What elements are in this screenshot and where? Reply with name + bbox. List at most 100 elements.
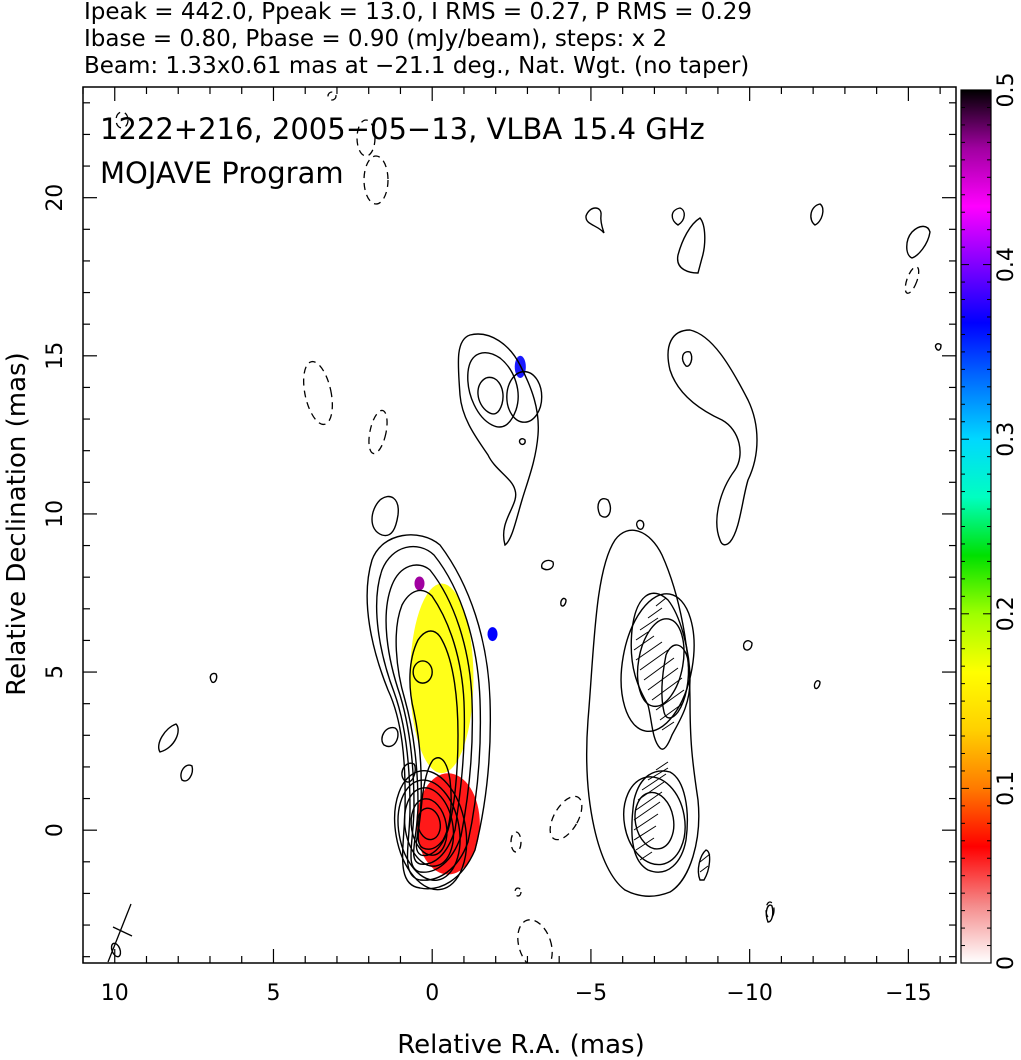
jet-contour — [457, 333, 540, 547]
x-tick-label: −15 — [885, 981, 931, 1006]
x-tick-label: 0 — [425, 981, 439, 1006]
pol-contour — [810, 203, 824, 226]
colorbar-tick-label: 0.5 — [994, 73, 1019, 108]
pol-contour — [635, 519, 645, 530]
cloud-contour — [371, 495, 399, 537]
pol-contour — [906, 225, 931, 259]
program-annotation: MOJAVE Program — [100, 156, 344, 190]
pol-contour — [585, 207, 605, 234]
negative-contour — [368, 409, 388, 455]
colorbar-tick-label: 0.4 — [994, 247, 1019, 282]
stokes-i-contour — [401, 762, 416, 783]
pol-contour — [586, 529, 700, 897]
negative-contour — [765, 901, 775, 919]
jet-contour — [467, 352, 519, 428]
pol-contour — [934, 343, 942, 351]
pol-contour — [765, 904, 774, 923]
beam-symbol — [107, 903, 133, 963]
plot-frame — [82, 86, 957, 964]
beam-minor-axis — [112, 926, 133, 937]
pol-contour — [636, 618, 685, 708]
jet-contour — [477, 376, 504, 415]
x-tick-label: −10 — [726, 981, 772, 1006]
pol-contour — [676, 217, 706, 274]
colorbar-tick-label: 0.1 — [994, 771, 1019, 806]
pol-contour — [158, 723, 179, 753]
pol-contour — [623, 776, 686, 866]
colorbar-tick-label: 0.3 — [994, 422, 1019, 457]
colorbar-tick-label: 0.2 — [994, 596, 1019, 631]
source-annotation: 1222+216, 2005−05−13, VLBA 15.4 GHz — [100, 112, 705, 146]
pol-contour — [620, 593, 695, 733]
stokes-i-contour — [403, 787, 455, 867]
negative-contour — [327, 91, 337, 101]
pol-contour — [742, 640, 753, 651]
pol-contour — [209, 672, 218, 684]
stokes-i-contour — [397, 779, 461, 881]
hatch-lines — [699, 853, 711, 873]
pol-contour — [667, 329, 758, 546]
negative-contour — [115, 111, 129, 129]
y-tick-label: 10 — [43, 500, 68, 528]
x-tick-label: 5 — [266, 981, 280, 1006]
negative-contour — [549, 795, 583, 841]
stokes-i-contour — [393, 769, 468, 891]
header-line-3: Beam: 1.33x0.61 mas at −21.1 deg., Nat. … — [84, 53, 749, 79]
jet-contour — [518, 438, 526, 446]
axis-ticks — [82, 87, 956, 963]
polarization-spot — [414, 576, 425, 591]
pol-contour — [813, 680, 821, 690]
x-axis-label: Relative R.A. (mas) — [397, 1030, 644, 1060]
stokes-i-contour — [417, 807, 442, 841]
cloud-contour — [541, 559, 555, 571]
negative-contours — [115, 91, 920, 963]
x-tick-labels: 10 5 0 −5 −10 −15 — [101, 981, 932, 1006]
pol-contour — [671, 207, 685, 226]
negative-contour — [510, 831, 522, 853]
pol-contour — [180, 764, 194, 782]
pol-contour — [681, 351, 693, 367]
pol-contour — [630, 592, 691, 750]
y-tick-label: 5 — [43, 665, 68, 679]
hatch-lines — [633, 761, 669, 861]
negative-contour — [302, 360, 334, 426]
stokes-i-contour — [412, 660, 433, 684]
header-line-1: Ipeak = 442.0, Ppeak = 13.0, I RMS = 0.2… — [84, 0, 752, 25]
x-tick-label: −5 — [575, 981, 607, 1006]
pol-contour — [597, 498, 612, 518]
northern-jet-contours — [371, 333, 567, 607]
stokes-i-contour — [410, 798, 448, 856]
y-tick-labels: 0 5 10 15 20 — [43, 184, 68, 837]
polarization-spot — [487, 627, 498, 642]
pol-contour — [631, 770, 689, 873]
negative-contour — [517, 919, 553, 963]
negative-contour — [363, 155, 389, 205]
negative-contour — [514, 887, 522, 897]
cloud-contour — [560, 597, 567, 607]
stokes-i-core-contours — [393, 370, 543, 891]
polarization-hatching — [633, 597, 711, 873]
pol-contour — [697, 849, 711, 881]
colorbar — [960, 89, 992, 964]
negative-contour — [356, 119, 376, 157]
stokes-i-contour — [395, 589, 466, 865]
beam-major-axis — [107, 903, 132, 963]
map-area — [107, 91, 942, 963]
y-tick-label: 0 — [43, 823, 68, 837]
stokes-i-contour — [375, 545, 482, 881]
stokes-i-outer-contours — [366, 534, 492, 890]
colorbar-tick-labels: 0 0.1 0.2 0.3 0.4 0.5 — [994, 73, 1019, 971]
polarized-intensity-contours — [158, 203, 942, 923]
header-line-2: Ibase = 0.80, Pbase = 0.90 (mJy/beam), s… — [84, 26, 667, 52]
pol-contour — [634, 791, 675, 850]
beam-ellipse — [110, 942, 122, 958]
y-tick-label: 20 — [43, 184, 68, 212]
colorbar-tick-label: 0 — [994, 956, 1019, 970]
colorbar-ticks — [961, 89, 991, 964]
stokes-i-contour — [381, 726, 399, 748]
negative-contour — [904, 266, 920, 294]
y-tick-label: 15 — [43, 342, 68, 370]
x-tick-label: 10 — [101, 981, 129, 1006]
stokes-i-contour — [506, 370, 543, 423]
